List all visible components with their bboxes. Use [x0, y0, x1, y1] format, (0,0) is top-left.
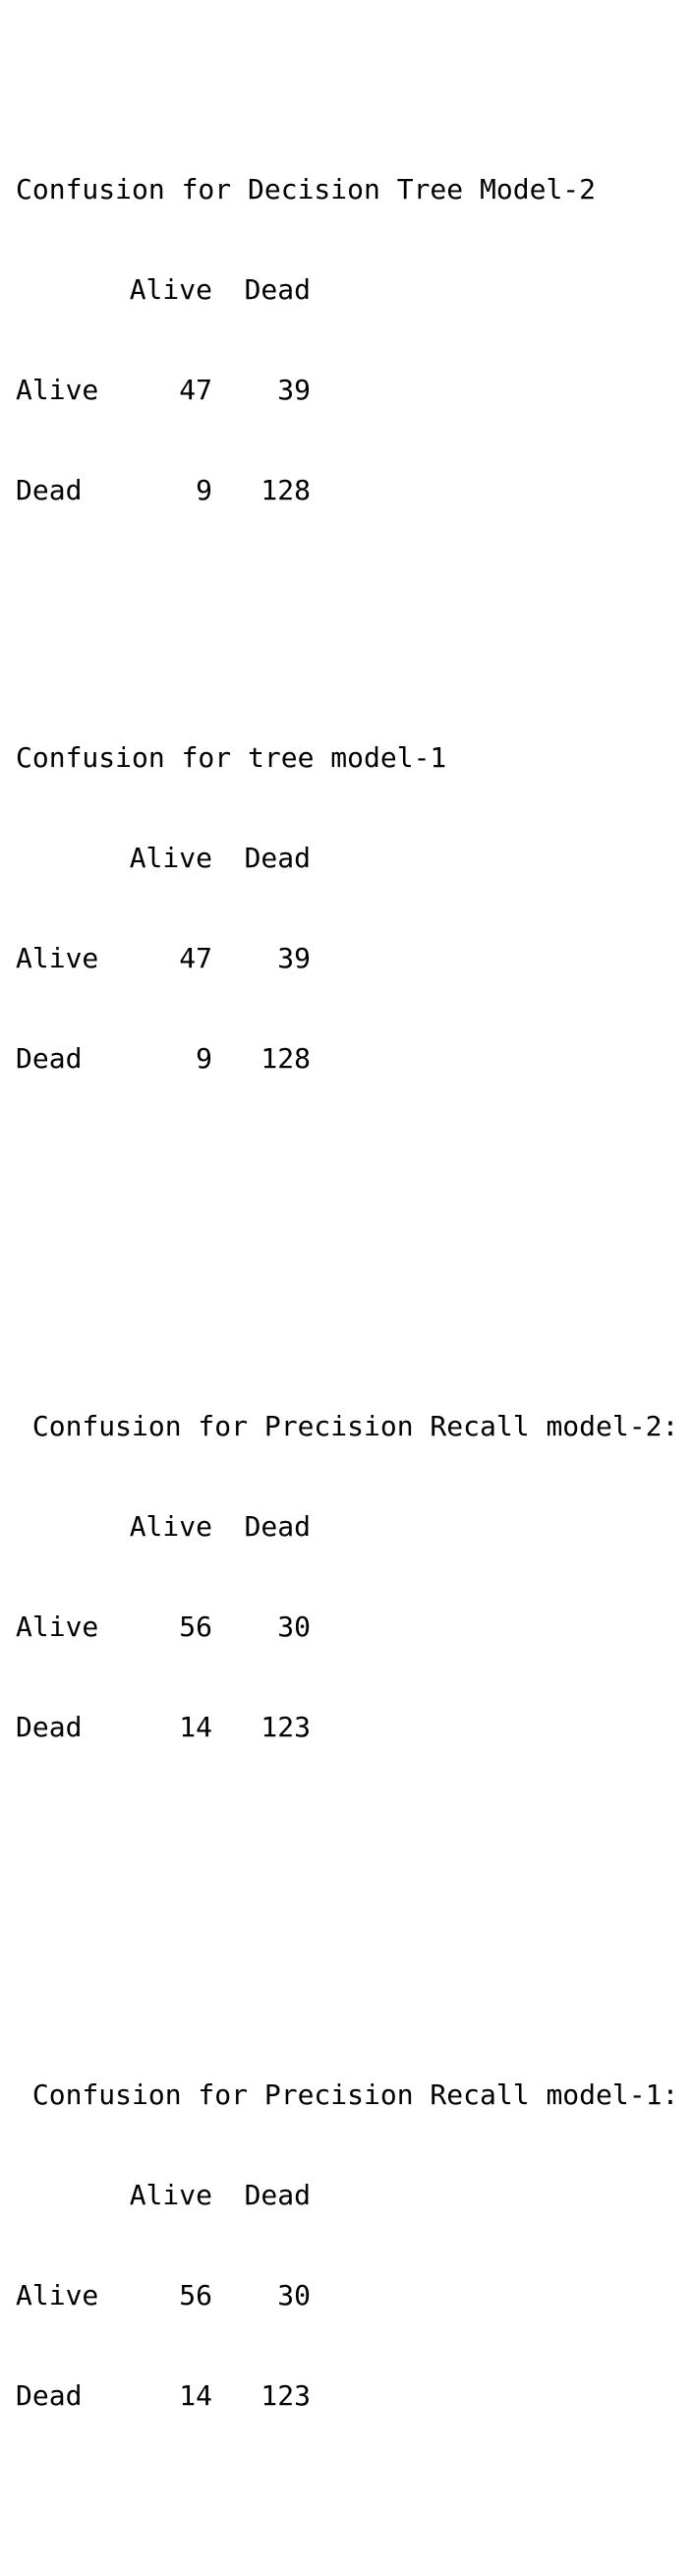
column-header: Dead	[244, 2179, 311, 2211]
row-label: Alive	[16, 1610, 99, 1643]
header-row: Alive Dead	[16, 273, 688, 307]
row-label: Alive	[16, 942, 99, 974]
row-label: Dead	[16, 1042, 83, 1075]
row-label: Alive	[16, 374, 99, 406]
confusion-block: Confusion for tree model-1 Alive Dead Ali…	[16, 674, 688, 1142]
matrix-row: Alive 56 30	[16, 2279, 688, 2313]
blank-line	[16, 2547, 688, 2576]
blank-line	[16, 1209, 688, 1243]
matrix-cell: 30	[277, 2279, 311, 2312]
matrix-cell: 128	[260, 474, 311, 506]
column-header: Dead	[244, 1510, 311, 1543]
block-title: Confusion for Precision Recall model-2:	[16, 1410, 679, 1442]
console-output: Confusion for Decision Tree Model-2 Aliv…	[16, 6, 688, 2576]
header-row: Alive Dead	[16, 1510, 688, 1544]
matrix-cell: 56	[179, 2279, 212, 2312]
matrix-cell: 47	[179, 374, 212, 406]
matrix-row: Dead 14 123	[16, 2379, 688, 2413]
matrix-cell: 128	[260, 1042, 311, 1075]
matrix-row: Alive 56 30	[16, 1610, 688, 1644]
block-title: Confusion for Decision Tree Model-2	[16, 173, 597, 205]
matrix-row: Dead 9 128	[16, 1042, 688, 1076]
confusion-block: Confusion for Precision Recall model-2: …	[16, 1343, 688, 1811]
matrix-cell: 14	[179, 1711, 212, 1743]
confusion-block: Confusion for Decision Tree Model-2 Aliv…	[16, 106, 688, 574]
header-row: Alive Dead	[16, 842, 688, 875]
header-row: Alive Dead	[16, 2179, 688, 2212]
matrix-row: Alive 47 39	[16, 374, 688, 407]
matrix-cell: 14	[179, 2379, 212, 2412]
column-header: Alive	[129, 273, 212, 306]
matrix-cell: 123	[260, 2379, 311, 2412]
matrix-cell: 9	[196, 474, 212, 506]
block-title: Confusion for tree model-1	[16, 741, 447, 774]
blank-line	[16, 1878, 688, 1911]
matrix-cell: 30	[277, 1610, 311, 1643]
row-label: Dead	[16, 2379, 83, 2412]
matrix-cell: 47	[179, 942, 212, 974]
matrix-cell: 39	[277, 942, 311, 974]
row-label: Dead	[16, 1711, 83, 1743]
column-header: Dead	[244, 842, 311, 874]
matrix-row: Dead 14 123	[16, 1711, 688, 1744]
matrix-cell: 123	[260, 1711, 311, 1743]
matrix-cell: 39	[277, 374, 311, 406]
row-label: Alive	[16, 2279, 99, 2312]
column-header: Alive	[129, 1510, 212, 1543]
column-header: Alive	[129, 842, 212, 874]
matrix-row: Alive 47 39	[16, 942, 688, 975]
confusion-block: Confusion for Precision Recall model-1: …	[16, 2012, 688, 2480]
matrix-row: Dead 9 128	[16, 474, 688, 507]
row-label: Dead	[16, 474, 83, 506]
matrix-cell: 9	[196, 1042, 212, 1075]
block-title: Confusion for Precision Recall model-1:	[16, 2078, 679, 2111]
column-header: Alive	[129, 2179, 212, 2211]
column-header: Dead	[244, 273, 311, 306]
matrix-cell: 56	[179, 1610, 212, 1643]
